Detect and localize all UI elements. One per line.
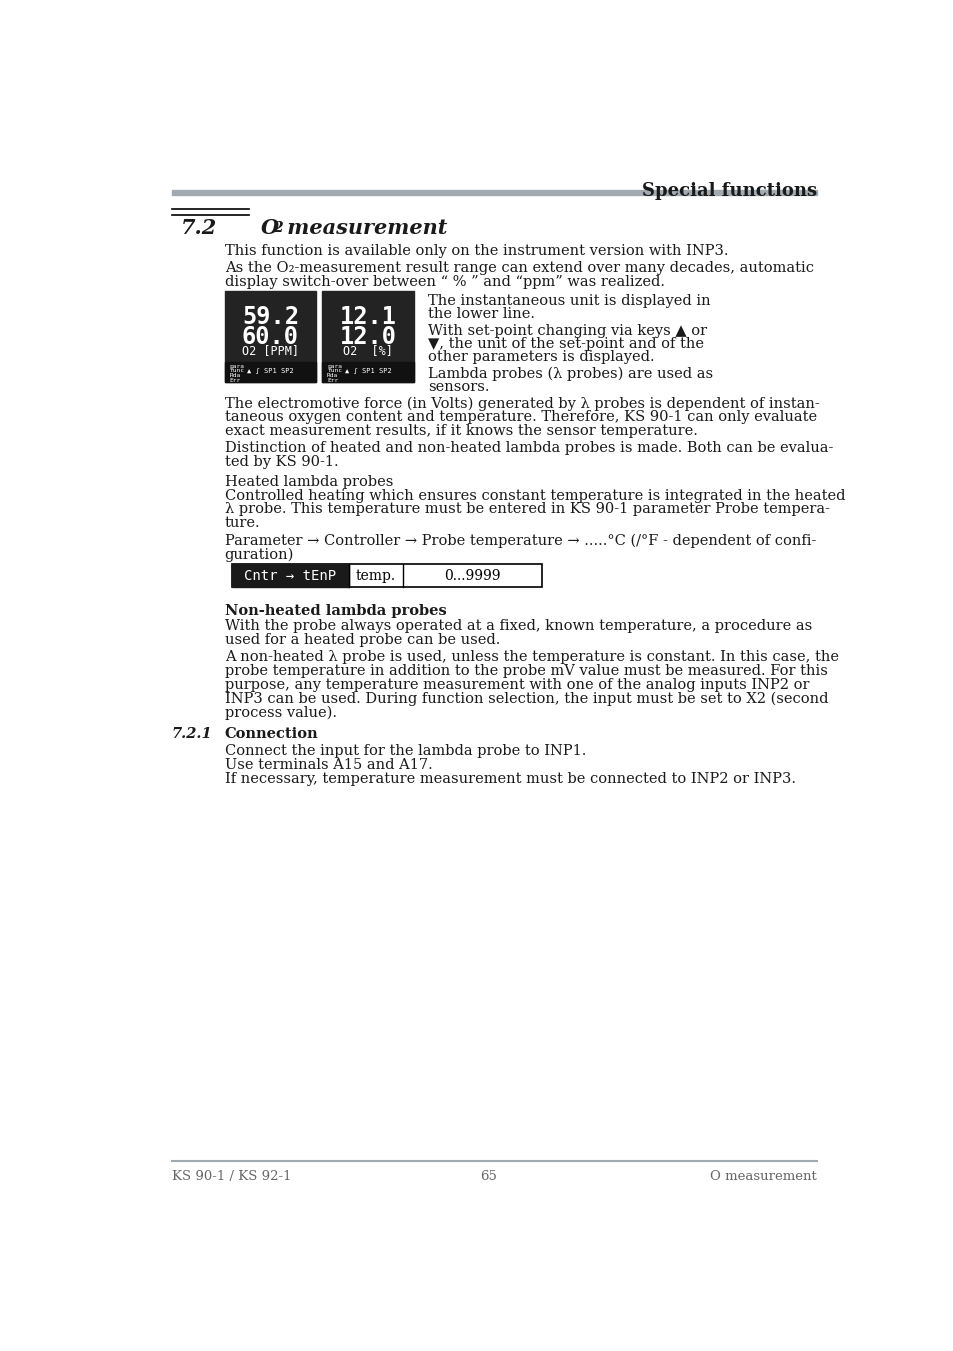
Text: func: func: [327, 369, 341, 373]
Text: Use terminals A15 and A17.: Use terminals A15 and A17.: [224, 758, 432, 773]
Text: probe temperature in addition to the probe mV value must be measured. For this: probe temperature in addition to the pro…: [224, 665, 826, 678]
Text: Cntr → tEnP: Cntr → tEnP: [244, 569, 336, 582]
Text: As the O₂-measurement result range can extend over many decades, automatic: As the O₂-measurement result range can e…: [224, 261, 813, 274]
Text: 0...9999: 0...9999: [444, 569, 500, 582]
Bar: [322, 292, 414, 382]
Text: 59.2: 59.2: [242, 305, 298, 330]
Text: guration): guration): [224, 547, 294, 562]
Text: Non-heated lambda probes: Non-heated lambda probes: [224, 604, 446, 619]
Text: Heated lambda probes: Heated lambda probes: [224, 474, 393, 489]
Text: 2: 2: [274, 222, 283, 235]
Text: measurement: measurement: [280, 218, 447, 238]
Text: Rda: Rda: [327, 373, 338, 378]
Text: O2 [PPM]: O2 [PPM]: [242, 345, 298, 357]
Text: para: para: [327, 363, 341, 369]
Bar: [322, 362, 414, 382]
Text: Controlled heating which ensures constant temperature is integrated in the heate: Controlled heating which ensures constan…: [224, 489, 844, 503]
Text: O2  [%]: O2 [%]: [343, 345, 393, 357]
Text: para: para: [229, 363, 244, 369]
Text: INP3 can be used. During function selection, the input must be set to X2 (second: INP3 can be used. During function select…: [224, 692, 827, 707]
Text: Connect the input for the lambda probe to INP1.: Connect the input for the lambda probe t…: [224, 744, 585, 758]
Text: ▲ ʃ SP1 SP2: ▲ ʃ SP1 SP2: [344, 369, 391, 374]
Text: func: func: [229, 369, 244, 373]
Text: process value).: process value).: [224, 705, 336, 720]
Text: the lower line.: the lower line.: [427, 307, 534, 322]
Text: ture.: ture.: [224, 516, 260, 531]
Text: The electromotive force (in Volts) generated by λ probes is dependent of instan-: The electromotive force (in Volts) gener…: [224, 396, 819, 411]
Text: With set-point changing via keys ▲ or: With set-point changing via keys ▲ or: [427, 324, 706, 338]
Text: Lambda probes (λ probes) are used as: Lambda probes (λ probes) are used as: [427, 367, 712, 381]
Text: other parameters is displayed.: other parameters is displayed.: [427, 350, 654, 363]
Text: O measurement: O measurement: [709, 1170, 816, 1183]
Text: Distinction of heated and non-heated lambda probes is made. Both can be evalua-: Distinction of heated and non-heated lam…: [224, 440, 832, 455]
Text: Special functions: Special functions: [641, 182, 816, 200]
Text: 7.2: 7.2: [181, 218, 217, 238]
Text: Connection: Connection: [224, 727, 318, 742]
Text: 12.0: 12.0: [339, 326, 396, 350]
Text: ▼, the unit of the set-point and of the: ▼, the unit of the set-point and of the: [427, 336, 703, 351]
Text: 60.0: 60.0: [242, 326, 298, 350]
Text: 12.1: 12.1: [339, 305, 396, 330]
Text: exact measurement results, if it knows the sensor temperature.: exact measurement results, if it knows t…: [224, 424, 697, 438]
Text: If necessary, temperature measurement must be connected to INP2 or INP3.: If necessary, temperature measurement mu…: [224, 771, 795, 786]
Text: display switch-over between “ % ” and “ppm” was realized.: display switch-over between “ % ” and “p…: [224, 274, 664, 289]
Text: used for a heated probe can be used.: used for a heated probe can be used.: [224, 634, 499, 647]
Text: Err: Err: [229, 378, 240, 382]
Text: KS 90-1 / KS 92-1: KS 90-1 / KS 92-1: [172, 1170, 292, 1183]
Text: taneous oxygen content and temperature. Therefore, KS 90-1 can only evaluate: taneous oxygen content and temperature. …: [224, 411, 816, 424]
Bar: [172, 190, 816, 196]
Text: sensors.: sensors.: [427, 380, 489, 394]
Text: temp.: temp.: [355, 569, 395, 582]
Text: With the probe always operated at a fixed, known temperature, a procedure as: With the probe always operated at a fixe…: [224, 620, 811, 634]
Text: This function is available only on the instrument version with INP3.: This function is available only on the i…: [224, 243, 727, 258]
Text: Err: Err: [327, 378, 338, 382]
Text: 65: 65: [480, 1170, 497, 1183]
Bar: [233, 565, 542, 588]
Text: Parameter → Controller → Probe temperature → .....°C (/°F - dependent of confi-: Parameter → Controller → Probe temperatu…: [224, 534, 815, 547]
Text: A non-heated λ probe is used, unless the temperature is constant. In this case, : A non-heated λ probe is used, unless the…: [224, 650, 838, 665]
Text: λ probe. This temperature must be entered in KS 90-1 parameter Probe tempera-: λ probe. This temperature must be entere…: [224, 503, 829, 516]
Text: purpose, any temperature measurement with one of the analog inputs INP2 or: purpose, any temperature measurement wit…: [224, 678, 808, 692]
Bar: [233, 565, 348, 588]
Text: The instantaneous unit is displayed in: The instantaneous unit is displayed in: [427, 293, 710, 308]
Text: Rda: Rda: [229, 373, 240, 378]
Text: O: O: [261, 218, 279, 238]
Bar: [224, 292, 315, 382]
Bar: [224, 362, 315, 382]
Text: 7.2.1: 7.2.1: [172, 727, 213, 742]
Text: ted by KS 90-1.: ted by KS 90-1.: [224, 455, 338, 469]
Text: ▲ ʃ SP1 SP2: ▲ ʃ SP1 SP2: [247, 369, 294, 374]
